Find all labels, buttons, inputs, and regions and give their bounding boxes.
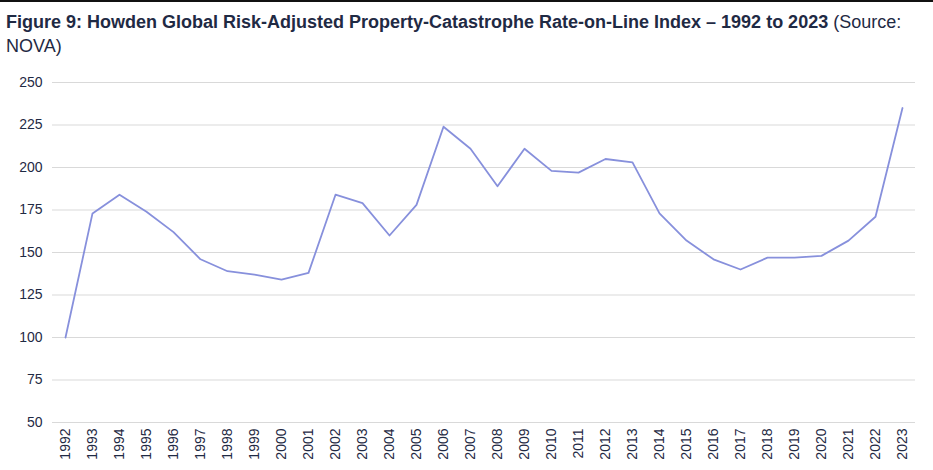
svg-text:125: 125	[19, 286, 43, 302]
svg-text:2015: 2015	[678, 428, 694, 459]
html-text:Figure 9: Howden Global Risk-A: Figure 9: Howden Global Risk-Adjusted Pr…	[6, 12, 902, 56]
svg-text:2005: 2005	[408, 428, 424, 459]
svg-text:2023: 2023	[894, 428, 910, 459]
svg-text:1992: 1992	[57, 428, 73, 459]
svg-text:2014: 2014	[651, 428, 667, 459]
svg-text:2012: 2012	[597, 428, 613, 459]
svg-text:2011: 2011	[570, 428, 586, 458]
svg-text:2009: 2009	[516, 428, 532, 459]
svg-text:2001: 2001	[300, 428, 316, 459]
svg-text:2006: 2006	[435, 428, 451, 459]
svg-text:2019: 2019	[786, 428, 802, 459]
svg-text:1995: 1995	[138, 428, 154, 459]
svg-text:2004: 2004	[381, 428, 397, 459]
svg-text:50: 50	[27, 414, 43, 430]
svg-text:1999: 1999	[246, 428, 262, 459]
svg-text:2013: 2013	[624, 428, 640, 459]
svg-text:2017: 2017	[732, 428, 748, 459]
svg-text:1994: 1994	[111, 428, 127, 459]
svg-text:2022: 2022	[867, 428, 883, 459]
svg-text:1993: 1993	[84, 428, 100, 459]
svg-text:2000: 2000	[273, 428, 289, 459]
svg-text:2018: 2018	[759, 428, 775, 459]
svg-text:175: 175	[19, 201, 43, 217]
svg-text:1997: 1997	[192, 428, 208, 459]
svg-text:2007: 2007	[462, 428, 478, 459]
svg-text:1998: 1998	[219, 428, 235, 459]
svg-text:1996: 1996	[165, 428, 181, 459]
svg-text:2002: 2002	[327, 428, 343, 459]
svg-text:100: 100	[19, 329, 43, 345]
svg-text:2016: 2016	[705, 428, 721, 459]
svg-text:225: 225	[19, 116, 43, 132]
svg-text:2003: 2003	[354, 428, 370, 459]
svg-text:250: 250	[19, 74, 43, 90]
svg-text:150: 150	[19, 244, 43, 260]
svg-text:2010: 2010	[543, 428, 559, 459]
svg-text:2020: 2020	[813, 428, 829, 459]
svg-text:2008: 2008	[489, 428, 505, 459]
svg-text:2021: 2021	[840, 428, 856, 459]
svg-text:200: 200	[19, 159, 43, 175]
svg-text:75: 75	[27, 371, 43, 387]
